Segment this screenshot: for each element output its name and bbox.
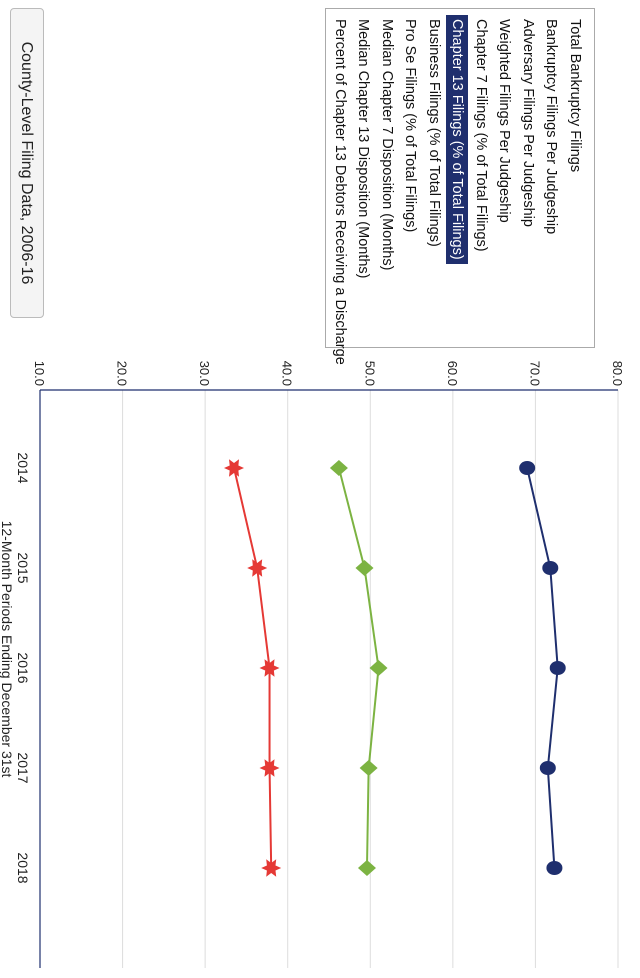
y-tick-label: 30.0	[197, 361, 212, 386]
menu-item[interactable]: Adversary Filings Per Judgeship	[520, 19, 536, 227]
menu-item[interactable]: Business Filings (% of Total Filings)	[426, 19, 442, 247]
menu-item[interactable]: Bankruptcy Filings Per Judgeship	[543, 19, 560, 235]
data-point	[259, 659, 280, 677]
y-tick-label: 60.0	[445, 361, 460, 386]
data-point	[259, 759, 280, 777]
x-tick-label: 2015	[15, 552, 31, 583]
menu-item[interactable]: Pro Se Filings (% of Total Filings)	[402, 19, 419, 233]
data-point	[355, 560, 374, 576]
y-tick-label: 20.0	[115, 361, 130, 386]
menu-item[interactable]: Total Bankruptcy Filings	[567, 19, 583, 173]
data-point	[247, 559, 268, 577]
x-tick-label: 2016	[15, 652, 31, 683]
y-tick-label: 40.0	[280, 361, 295, 386]
y-tick-label: 10.0	[32, 361, 47, 386]
data-point	[224, 459, 244, 477]
data-point	[329, 460, 348, 476]
x-tick-label: 2018	[15, 852, 31, 883]
data-point	[546, 861, 563, 875]
menu-item[interactable]: Median Chapter 7 Disposition (Months)	[379, 19, 395, 271]
menu-item[interactable]: Chapter 13 Filings (% of Total Filings)	[446, 15, 469, 264]
data-point	[359, 760, 378, 776]
x-tick-label: 2017	[15, 752, 31, 783]
line-chart: 10.0 20.0 30.0 40.0 50.0 60.0 70.0 80.0 2014 2015…	[0, 361, 625, 968]
y-tick-label: 80.0	[610, 361, 625, 386]
y-tick-label: 50.0	[362, 361, 377, 386]
menu-item[interactable]: Median Chapter 13 Disposition (Months)	[355, 19, 372, 279]
x-tick-label: 2014	[15, 452, 31, 483]
data-point	[261, 859, 282, 877]
data-point	[542, 561, 559, 575]
menu-item[interactable]: Percent of Chapter 13 Debtors Receiving …	[332, 19, 348, 365]
data-point	[519, 461, 536, 475]
data-point	[549, 661, 566, 675]
plot-area	[40, 390, 618, 968]
data-point	[539, 761, 556, 775]
data-point	[357, 860, 376, 876]
x-axis-label: 12-Month Periods Ending December 31st	[0, 521, 15, 778]
data-point	[369, 660, 388, 676]
y-tick-label: 70.0	[527, 361, 542, 386]
menu-item[interactable]: Chapter 7 Filings (% of Total Filings)	[473, 19, 489, 252]
county-data-button[interactable]: County-Level Filing Data, 2006-16	[10, 8, 44, 318]
menu-item[interactable]: Weighted Filings Per Judgeship	[496, 19, 513, 223]
metric-menu: Total Bankruptcy Filings Bankruptcy Filin…	[325, 8, 595, 365]
